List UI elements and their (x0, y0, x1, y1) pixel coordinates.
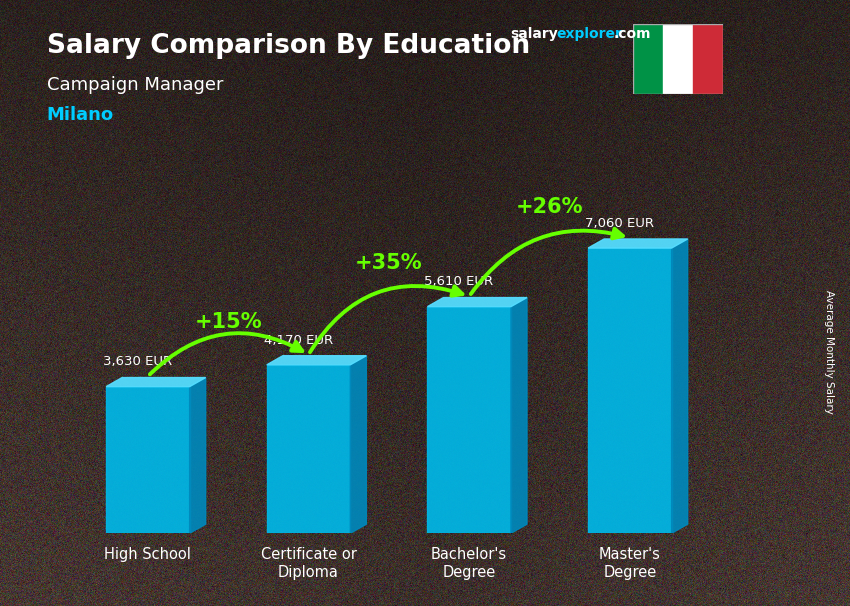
FancyArrowPatch shape (310, 286, 462, 352)
Text: 7,060 EUR: 7,060 EUR (585, 217, 654, 230)
Text: explorer: explorer (557, 27, 622, 41)
Text: +15%: +15% (195, 312, 262, 332)
Bar (633, 24, 663, 94)
Text: 3,630 EUR: 3,630 EUR (103, 356, 172, 368)
Text: Milano: Milano (47, 106, 114, 124)
Text: 4,170 EUR: 4,170 EUR (264, 334, 332, 347)
Polygon shape (267, 356, 366, 365)
Text: salary: salary (510, 27, 558, 41)
Bar (588, 248, 672, 533)
Polygon shape (190, 378, 206, 533)
Polygon shape (106, 378, 206, 387)
Bar (663, 24, 693, 94)
Text: +26%: +26% (516, 197, 583, 217)
Text: Campaign Manager: Campaign Manager (47, 76, 224, 94)
Text: Salary Comparison By Education: Salary Comparison By Education (47, 33, 530, 59)
Bar (267, 365, 350, 533)
Polygon shape (428, 298, 527, 307)
Polygon shape (511, 298, 527, 533)
Bar (106, 387, 190, 533)
Polygon shape (350, 356, 366, 533)
Text: Average Monthly Salary: Average Monthly Salary (824, 290, 834, 413)
Polygon shape (588, 239, 688, 248)
Text: +35%: +35% (355, 253, 422, 273)
Polygon shape (672, 239, 688, 533)
Bar (428, 307, 511, 533)
FancyArrowPatch shape (471, 228, 623, 294)
Text: .com: .com (614, 27, 651, 41)
Text: 5,610 EUR: 5,610 EUR (424, 276, 493, 288)
FancyArrowPatch shape (150, 333, 303, 375)
Bar (693, 24, 722, 94)
